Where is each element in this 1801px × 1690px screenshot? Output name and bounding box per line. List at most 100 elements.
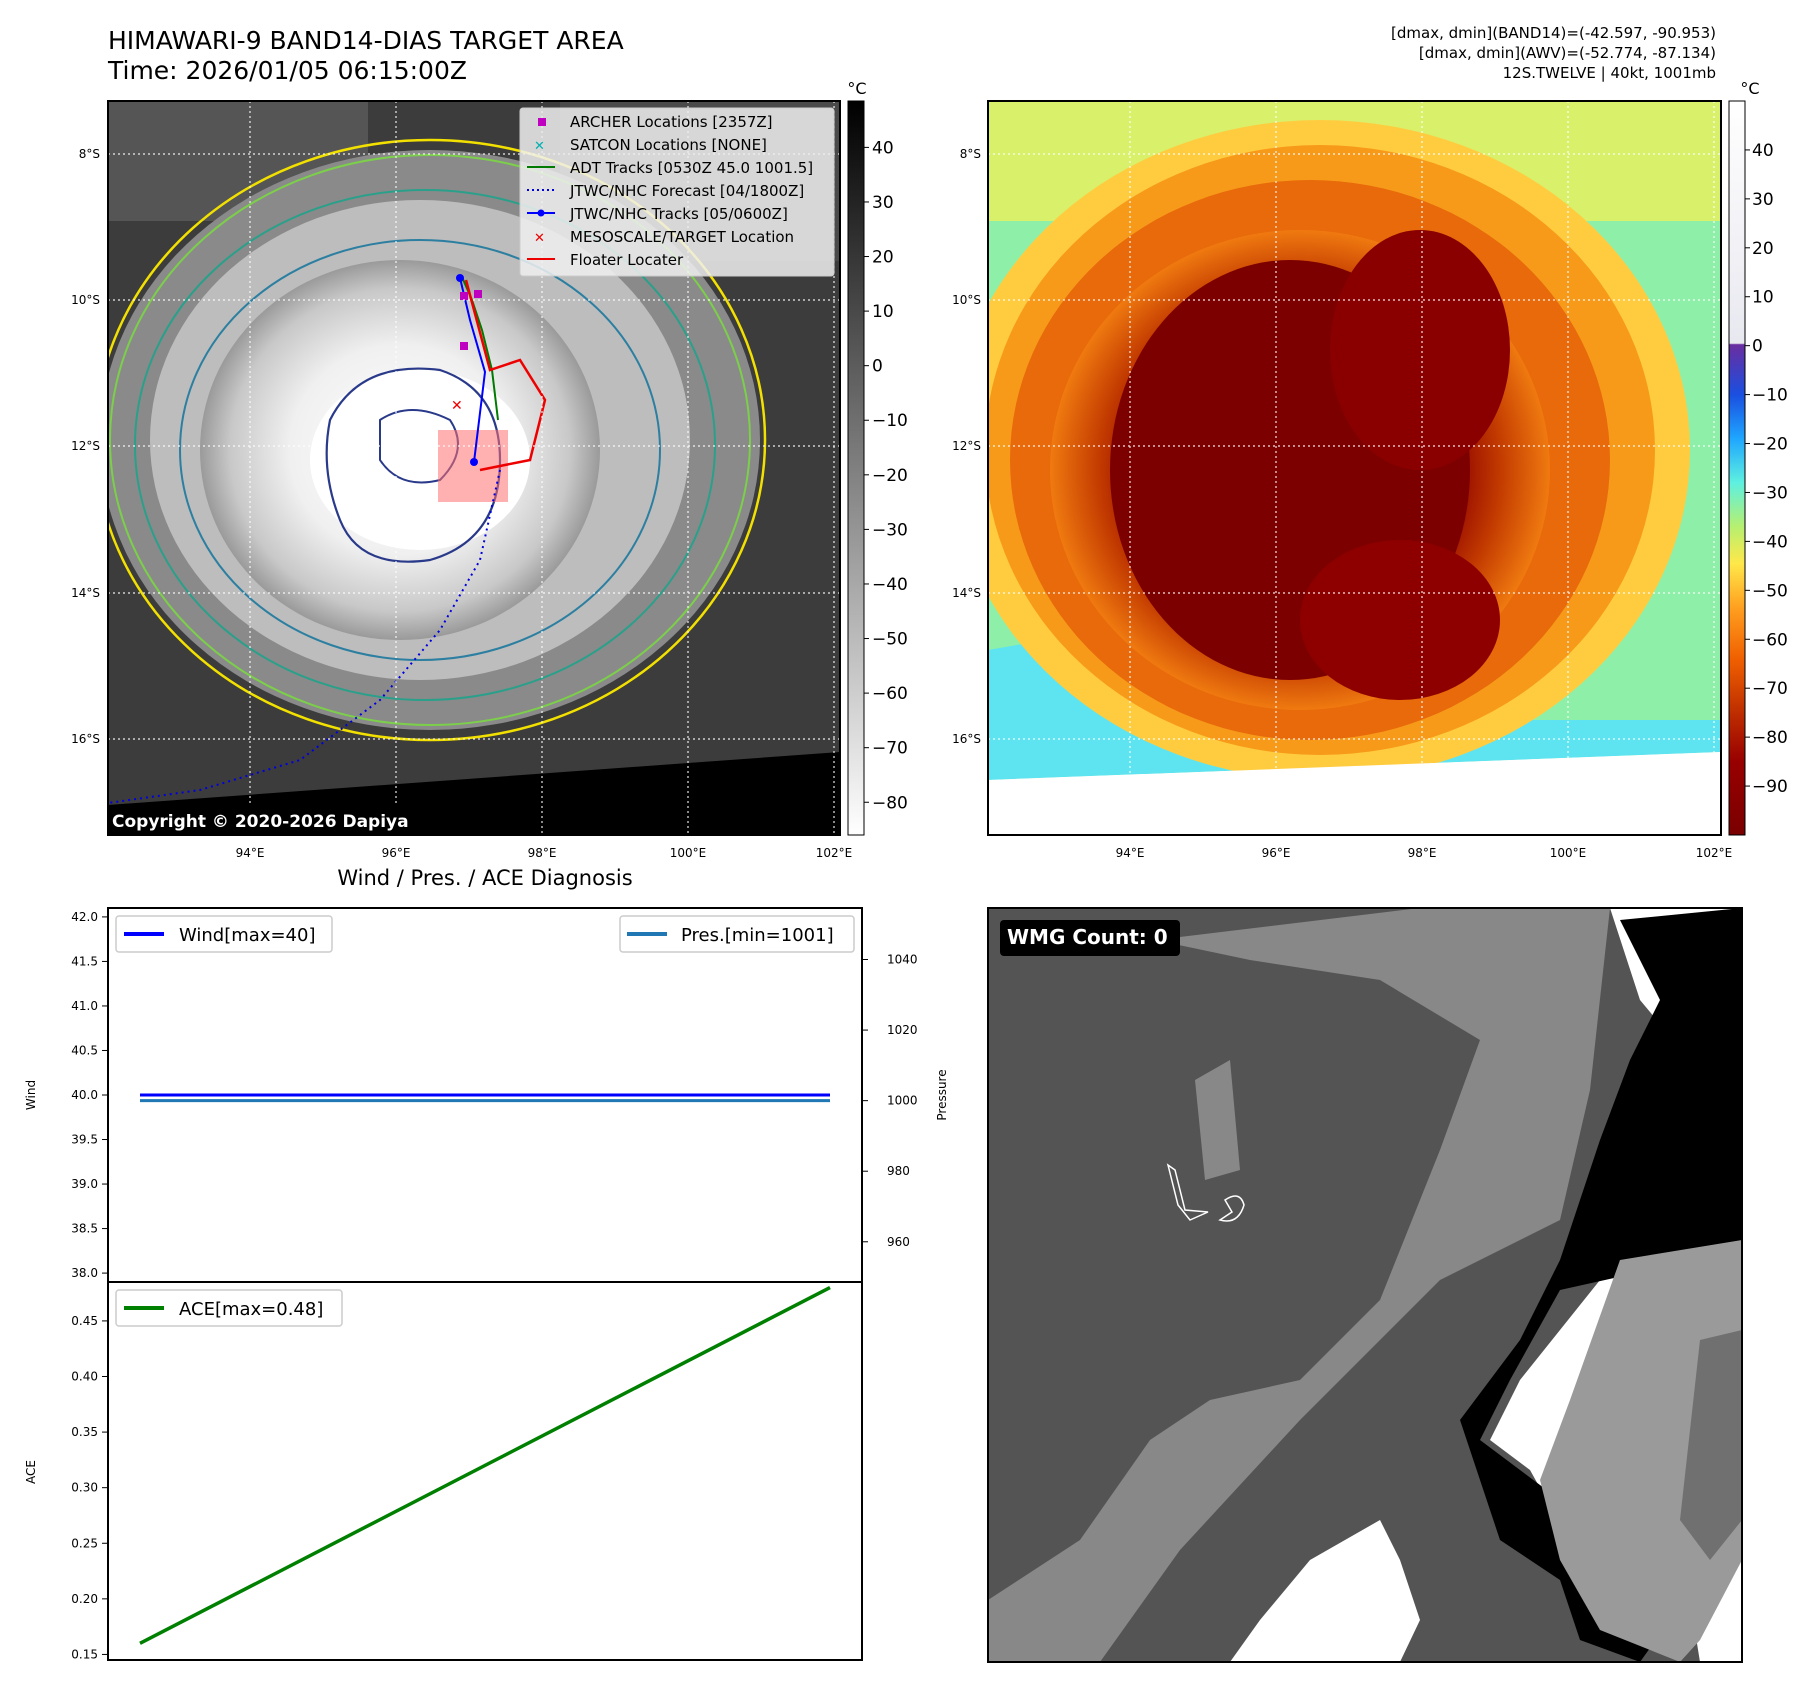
grayscale-colorbar	[847, 100, 865, 836]
colorbar-right-ticks: 40 30 20 10 0 −10 −20 −30 −40 −50 −60 −70 −80 −90	[1745, 141, 1788, 797]
colorbar-left-tick: 20	[872, 248, 894, 268]
lon2-tick-100: 100°E	[1550, 846, 1587, 860]
colorbar-left-tick: 10	[872, 302, 894, 322]
colorbar-right-tick: 30	[1752, 190, 1774, 210]
wind-tick: 39.0	[71, 1177, 98, 1191]
colorbar-left-unit: °C	[847, 79, 866, 98]
ace-tick: 0.15	[71, 1647, 98, 1661]
ir-map-frame	[107, 100, 841, 836]
wind-tick: 40.0	[71, 1088, 98, 1102]
pressure-legend-label: Pres.[min=1001]	[681, 925, 834, 946]
lat-tick-12: 12°S	[71, 439, 100, 453]
dmax-dmin-band14: [dmax, dmin](BAND14)=(-42.597, -90.953)	[1391, 24, 1716, 42]
lon-tick-98: 98°E	[528, 846, 557, 860]
colorbar-right-unit: °C	[1740, 79, 1759, 98]
target-x-marker: ✕	[451, 398, 463, 414]
copyright-background	[108, 806, 423, 833]
lat-tick-8: 8°S	[79, 147, 100, 161]
legend-archer-marker	[538, 118, 546, 126]
legend-target-marker: ✕	[534, 231, 545, 246]
colorbar-right-tick: −80	[1752, 728, 1788, 748]
colorbar-right-tick: −90	[1752, 777, 1788, 797]
wind-legend	[115, 915, 333, 953]
ir-map-lat-ticks: 8°S 10°S 12°S 14°S 16°S	[71, 147, 100, 746]
ace-tick: 0.20	[71, 1592, 98, 1606]
wind-tick: 38.5	[71, 1222, 98, 1236]
wind-tick: 41.5	[71, 954, 98, 968]
enhanced-colorbar	[1728, 100, 1746, 836]
lon-tick-94: 94°E	[236, 846, 265, 860]
pressure-tick: 1000	[887, 1094, 918, 1108]
colorbar-right-tick: 10	[1752, 288, 1774, 308]
wind-y-ticks: 38.0 38.5 39.0 39.5 40.0 40.5 41.0 41.5 42.0	[71, 910, 108, 1280]
legend-label-tracks: JTWC/NHC Tracks [05/0600Z]	[569, 205, 788, 223]
enhanced-map-frame	[987, 100, 1722, 836]
colorbar-right-tick: 40	[1752, 141, 1774, 161]
ace-series-line	[139, 1286, 831, 1645]
pressure-tick: 960	[887, 1235, 910, 1249]
map-legend: ✕ ✕ ARCHER Locations [2357Z] SATCON Loca…	[519, 107, 835, 277]
colorbar-right-tick: −60	[1752, 630, 1788, 650]
colorbar-left-ticks: 40 30 20 10 0 −10 −20 −30 −40 −50 −60 −70 −80	[864, 138, 908, 813]
colorbar-right-tick: −30	[1752, 483, 1788, 503]
dmax-dmin-awv: [dmax, dmin](AWV)=(-52.774, -87.134)	[1418, 44, 1716, 62]
ace-ylabel: ACE	[24, 1460, 38, 1484]
wind-ylabel: Wind	[24, 1080, 38, 1110]
wind-tick: 42.0	[71, 910, 98, 924]
lon-tick-102: 102°E	[816, 846, 853, 860]
wmg-frame	[987, 907, 1743, 1663]
colorbar-right-tick: −20	[1752, 435, 1788, 455]
ace-axes	[107, 1281, 863, 1661]
lat-tick-16: 16°S	[71, 732, 100, 746]
colorbar-right-tick: 20	[1752, 239, 1774, 259]
figure-title-line1: HIMAWARI-9 BAND14-DIAS TARGET AREA	[108, 26, 624, 55]
storm-info: 12S.TWELVE | 40kt, 1001mb	[1502, 64, 1716, 82]
legend-label-target: MESOSCALE/TARGET Location	[570, 228, 794, 246]
ace-tick: 0.25	[71, 1536, 98, 1550]
legend-label-forecast: JTWC/NHC Forecast [04/1800Z]	[569, 182, 804, 200]
enhanced-map-lat-ticks: 8°S 10°S 12°S 14°S 16°S	[952, 147, 981, 746]
lat2-tick-8: 8°S	[960, 147, 981, 161]
lat-tick-10: 10°S	[71, 293, 100, 307]
copyright-text: Copyright © 2020-2026 Dapiya	[112, 812, 409, 832]
lat2-tick-12: 12°S	[952, 439, 981, 453]
legend-label-adt: ADT Tracks [0530Z 45.0 1001.5]	[570, 159, 813, 177]
pressure-y-ticks: 960 980 1000 1020 1040	[862, 953, 918, 1249]
lon-tick-100: 100°E	[670, 846, 707, 860]
colorbar-left-tick: −40	[872, 575, 908, 595]
pressure-tick: 1020	[887, 1023, 918, 1037]
colorbar-left-tick: −60	[872, 684, 908, 704]
lat2-tick-16: 16°S	[952, 732, 981, 746]
colorbar-left-tick: 40	[872, 138, 894, 158]
ir-map-lon-ticks: 94°E 96°E 98°E 100°E 102°E	[236, 846, 853, 860]
lat-tick-14: 14°S	[71, 586, 100, 600]
ace-legend	[115, 1289, 343, 1327]
wmg-map	[988, 908, 1742, 1662]
legend-label-archer: ARCHER Locations [2357Z]	[570, 113, 773, 131]
enhanced-map-gridlines	[988, 101, 1721, 835]
lon2-tick-94: 94°E	[1116, 846, 1145, 860]
wmg-label-background	[1000, 920, 1180, 956]
diagnosis-title: Wind / Pres. / ACE Diagnosis	[337, 866, 632, 890]
legend-label-floater: Floater Locater	[570, 251, 684, 269]
colorbar-left-tick: −30	[872, 520, 908, 540]
lat2-tick-10: 10°S	[952, 293, 981, 307]
colorbar-left-tick: 30	[872, 193, 894, 213]
colorbar-left-tick: −70	[872, 739, 908, 759]
colorbar-left-tick: −80	[872, 793, 908, 813]
ace-tick: 0.35	[71, 1425, 98, 1439]
colorbar-right-tick: −50	[1752, 581, 1788, 601]
pressure-tick: 1040	[887, 953, 918, 967]
lat2-tick-14: 14°S	[952, 586, 981, 600]
legend-satcon-marker: ✕	[534, 139, 545, 154]
wind-tick: 38.0	[71, 1266, 98, 1280]
colorbar-right-tick: −10	[1752, 386, 1788, 406]
colorbar-right-tick: −40	[1752, 532, 1788, 552]
colorbar-right-tick: 0	[1752, 337, 1763, 357]
colorbar-left-tick: 0	[872, 357, 883, 377]
enhanced-map-lon-ticks: 94°E 96°E 98°E 100°E 102°E	[1116, 846, 1733, 860]
colorbar-left-tick: −50	[872, 630, 908, 650]
colorbar-right-tick: −70	[1752, 679, 1788, 699]
enhanced-ir-map	[988, 101, 1721, 835]
